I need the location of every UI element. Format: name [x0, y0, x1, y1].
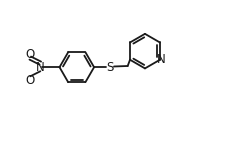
- Text: N: N: [157, 53, 166, 66]
- Text: N: N: [36, 61, 45, 74]
- Text: O: O: [26, 48, 35, 61]
- Text: O: O: [26, 74, 35, 87]
- Text: S: S: [106, 61, 113, 74]
